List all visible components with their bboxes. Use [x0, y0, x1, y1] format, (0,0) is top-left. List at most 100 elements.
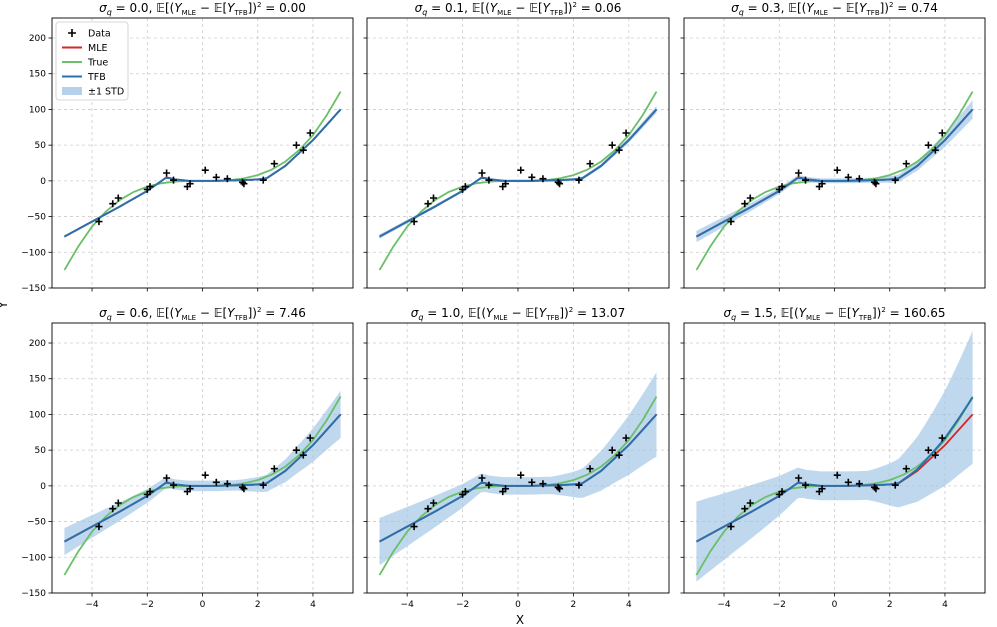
y-tick-label: 50 [35, 141, 47, 151]
tfb-line [695, 108, 974, 238]
data-point [270, 465, 278, 473]
x-tick-label: −2 [773, 600, 786, 610]
data-point [931, 146, 939, 154]
data-point [931, 451, 939, 459]
data-point [146, 488, 154, 496]
y-tick-label: −50 [27, 213, 46, 223]
data-point [902, 160, 910, 168]
data-point [938, 434, 946, 442]
y-tick-label: 0 [40, 177, 46, 187]
y-tick-label: 200 [29, 34, 46, 44]
plot-area [378, 372, 658, 576]
data-point [608, 446, 616, 454]
y-tick-label: 150 [29, 375, 46, 385]
data-point [517, 471, 525, 479]
legend-label-std: ±1 STD [88, 87, 124, 98]
data-point [461, 183, 469, 191]
data-point [424, 505, 432, 513]
data-point [109, 505, 117, 513]
data-point [586, 465, 594, 473]
data-point [201, 471, 209, 479]
std-band [696, 330, 973, 582]
data-point [528, 173, 536, 181]
data-point [622, 434, 630, 442]
legend-label-true: True [87, 58, 108, 69]
x-tick-label: 4 [942, 600, 948, 610]
x-tick-label: 0 [515, 600, 521, 610]
data-point [163, 169, 171, 177]
tfb-line [695, 396, 974, 543]
legend: Data MLE True TFB ±1 STD [55, 21, 129, 101]
data-point [306, 129, 314, 137]
y-tick-label: −50 [27, 518, 46, 528]
data-point [240, 485, 248, 493]
panel-3: σq = 0.3, 𝔼[(YMLE − 𝔼[YTFB])2 = 0.74 [680, 1, 986, 292]
data-point [833, 471, 841, 479]
y-tick-label: −150 [21, 284, 46, 294]
data-point [778, 183, 786, 191]
panel-title: σq = 1.5, 𝔼[(YMLE − 𝔼[YTFB])2 = 160.65 [723, 306, 945, 322]
data-point [556, 180, 564, 188]
data-point [741, 200, 749, 208]
plot-area [63, 91, 342, 271]
data-point [844, 478, 852, 486]
data-point [485, 176, 493, 184]
data-point [586, 160, 594, 168]
panel-1: −150 −100 −50 0 50 100 150 200 σq = 0.0, 𝔼[(YMLE… [21, 1, 354, 294]
y-tick-label: 200 [29, 339, 46, 349]
data-point [902, 465, 910, 473]
x-tick-label: 2 [887, 600, 893, 610]
data-point [539, 175, 547, 183]
y-tick-label: −100 [21, 553, 46, 563]
data-point [924, 446, 932, 454]
data-point [556, 485, 564, 493]
data-point [622, 129, 630, 137]
data-point [746, 499, 754, 507]
data-point [833, 166, 841, 174]
tfb-line [63, 108, 342, 238]
data-point [502, 180, 510, 188]
x-tick-label: −4 [85, 600, 99, 610]
std-band [64, 390, 341, 556]
legend-label-data: Data [88, 29, 111, 40]
data-point [461, 488, 469, 496]
data-point [114, 194, 122, 202]
data-point [212, 478, 220, 486]
panel-5: −4 −2 0 2 4 σq = 1.0, 𝔼[(YMLE − 𝔼[YTFB])2 = 1… [363, 306, 670, 610]
plot-area [63, 390, 342, 576]
x-tick-label: 4 [626, 600, 632, 610]
data-point [818, 180, 826, 188]
y-tick-label: 100 [29, 410, 46, 420]
panel-title: σq = 0.6, 𝔼[(YMLE − 𝔼[YTFB])2 = 7.46 [99, 306, 306, 322]
legend-swatch-data [68, 29, 76, 37]
data-point [502, 485, 510, 493]
data-point [95, 218, 103, 226]
data-point [608, 141, 616, 149]
panel-title: σq = 0.1, 𝔼[(YMLE − 𝔼[YTFB])2 = 0.06 [415, 1, 622, 17]
x-tick-label: −2 [456, 600, 469, 610]
data-point [802, 481, 810, 489]
data-point [528, 478, 536, 486]
data-point [212, 173, 220, 181]
data-point [746, 194, 754, 202]
y-axis-label: Y [0, 301, 10, 310]
data-point [259, 481, 267, 489]
tfb-line [63, 413, 342, 543]
data-point [517, 166, 525, 174]
legend-box [55, 21, 129, 101]
data-point [778, 488, 786, 496]
x-tick-label: 2 [255, 600, 261, 610]
data-point [539, 480, 547, 488]
plot-area [695, 91, 974, 271]
panel-title: σq = 1.0, 𝔼[(YMLE − 𝔼[YTFB])2 = 13.07 [411, 306, 625, 322]
data-point [478, 169, 486, 177]
data-point [615, 146, 623, 154]
data-point [818, 485, 826, 493]
y-tick-label: 100 [29, 105, 46, 115]
plot-area [378, 91, 658, 271]
data-point [615, 451, 623, 459]
data-point [299, 146, 307, 154]
data-point [299, 451, 307, 459]
x-tick-label: −4 [717, 600, 731, 610]
